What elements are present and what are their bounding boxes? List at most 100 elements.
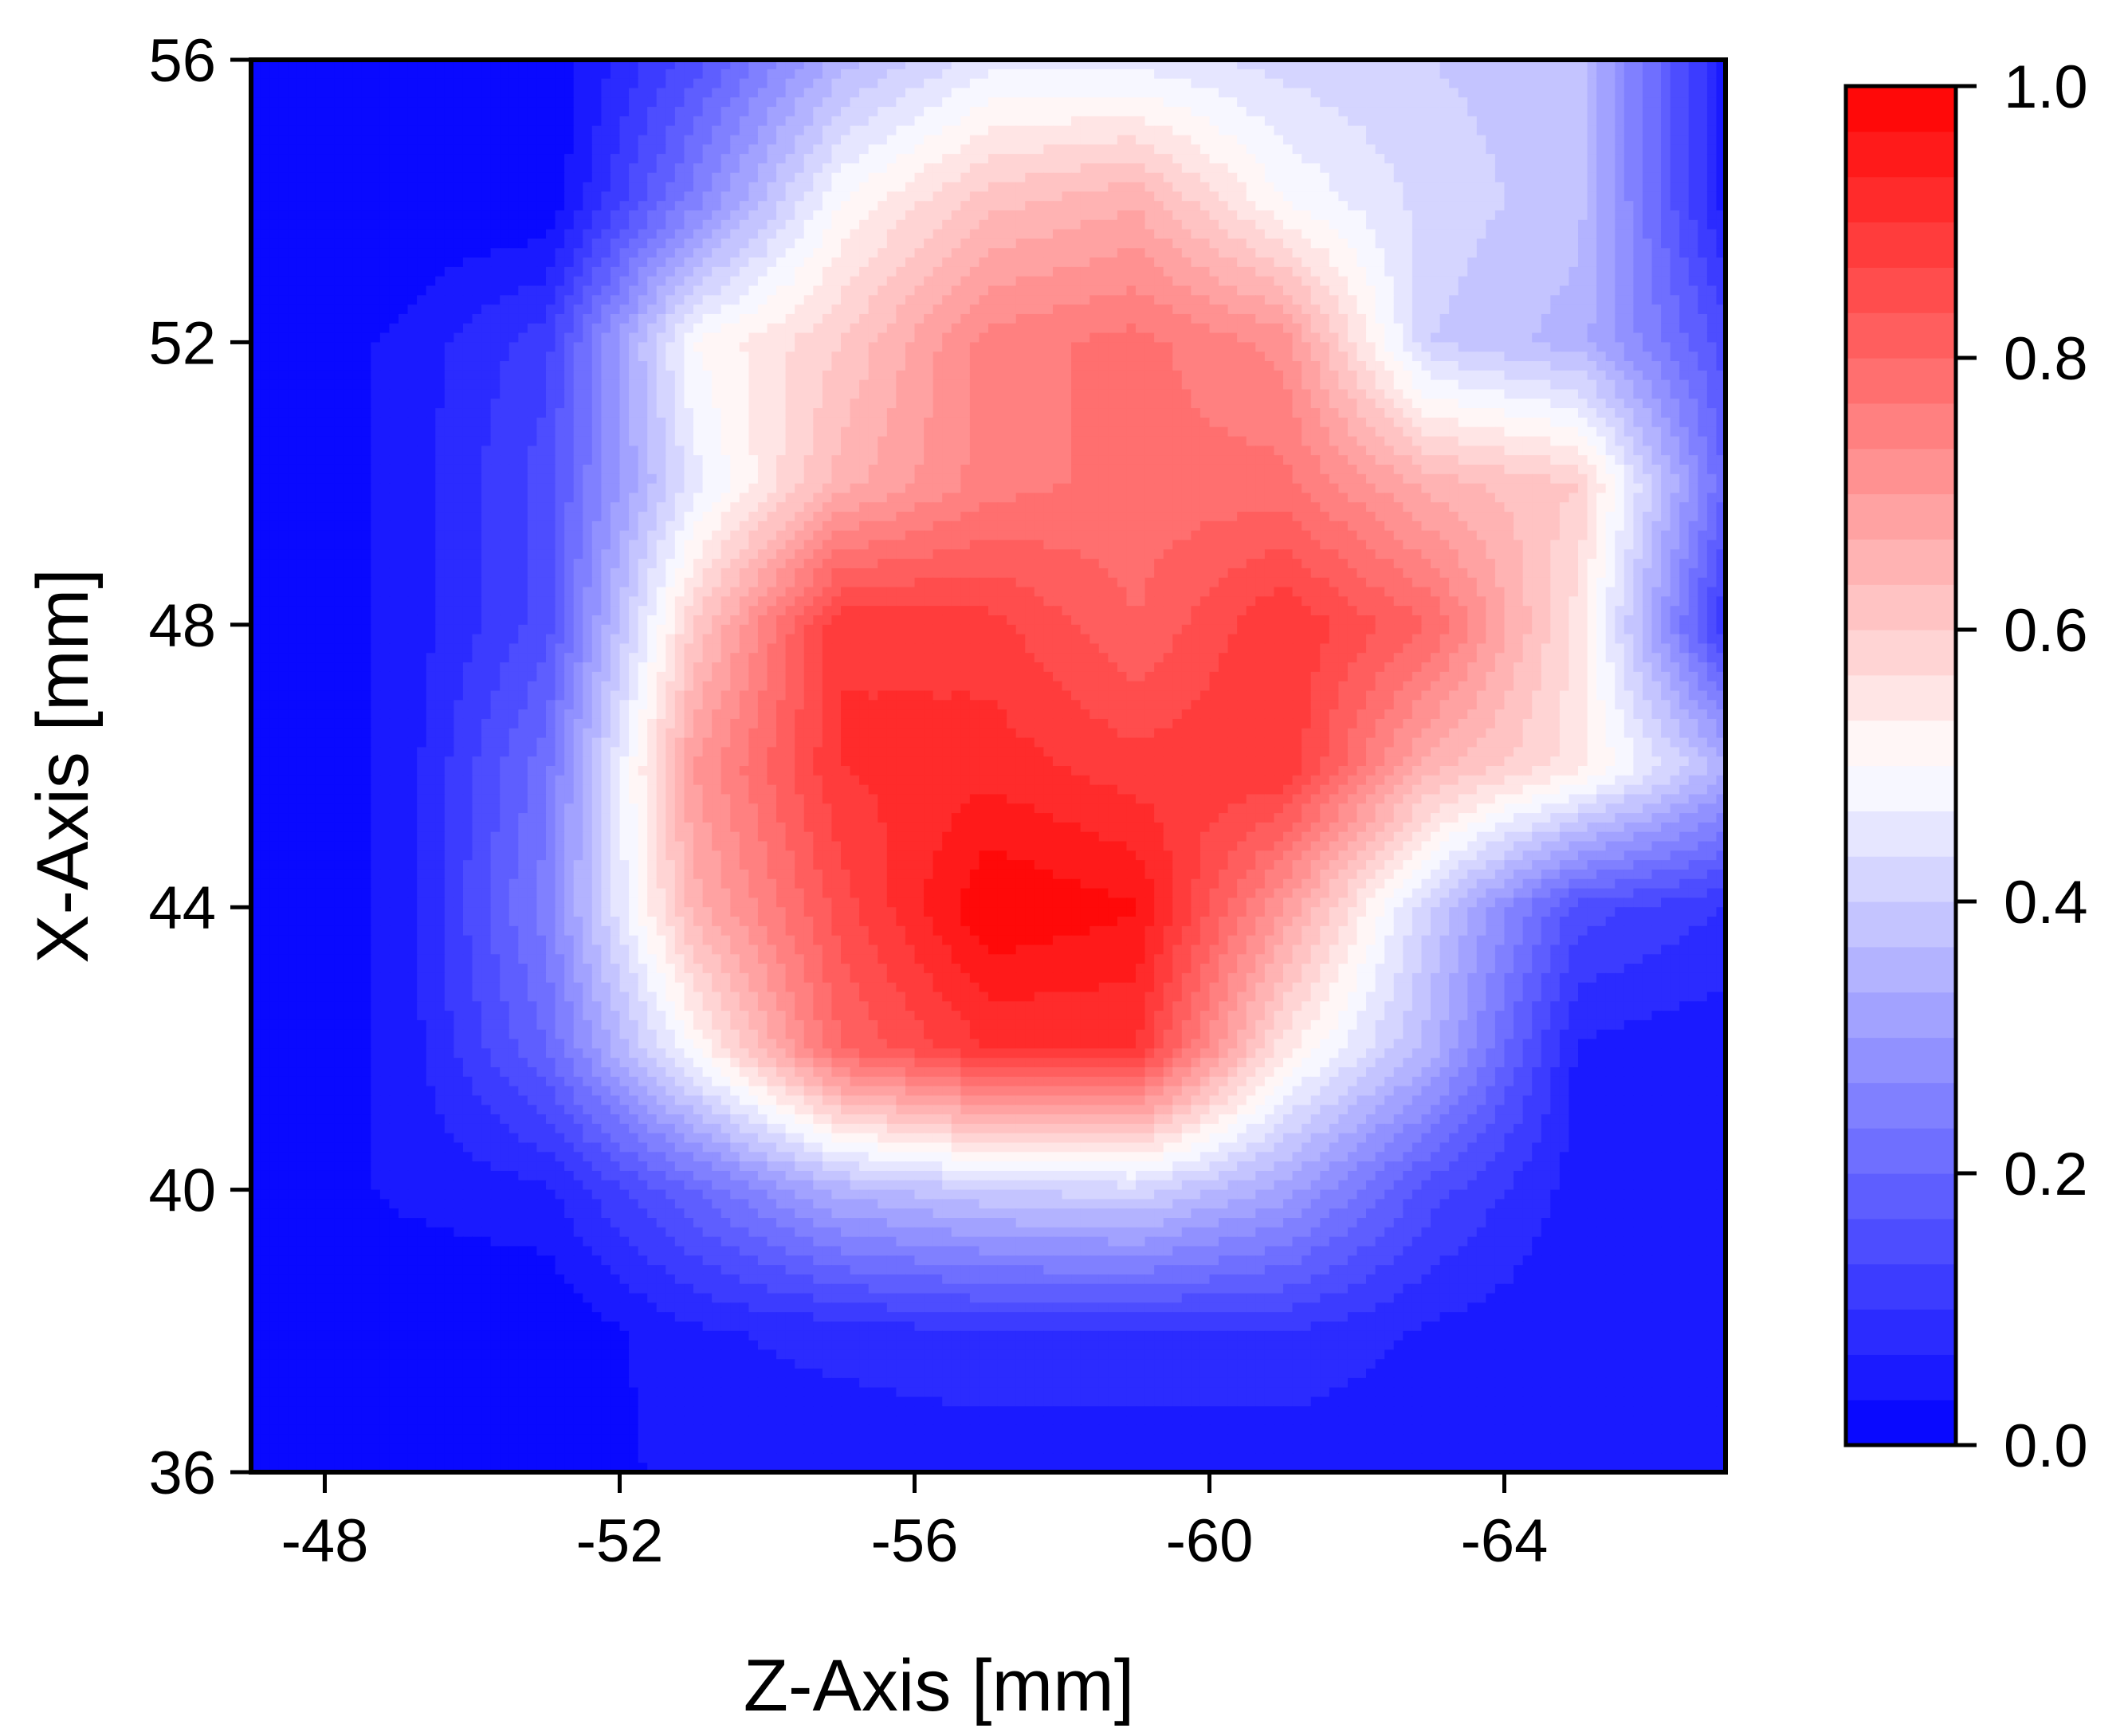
- contour-cell: [1338, 125, 1349, 136]
- contour-cell: [850, 285, 860, 296]
- contour-cell: [260, 172, 270, 183]
- contour-cell: [1034, 116, 1044, 127]
- contour-cell: [942, 172, 952, 183]
- contour-cell: [1449, 97, 1459, 108]
- contour-cell: [1163, 172, 1173, 183]
- contour-cell: [371, 323, 381, 334]
- contour-cell: [886, 60, 897, 70]
- contour-cell: [555, 135, 565, 145]
- contour-cell: [601, 304, 611, 315]
- contour-cell: [1541, 304, 1551, 315]
- contour-cell: [269, 323, 280, 334]
- contour-cell: [315, 135, 326, 145]
- contour-cell: [730, 107, 740, 117]
- contour-cell: [1716, 154, 1726, 164]
- contour-cell: [841, 144, 851, 155]
- contour-cell: [1651, 238, 1662, 249]
- contour-cell: [260, 154, 270, 164]
- contour-cell: [417, 210, 427, 221]
- contour-cell: [1633, 107, 1643, 117]
- contour-cell: [1522, 342, 1533, 352]
- contour-cell: [518, 116, 528, 127]
- contour-cell: [555, 107, 565, 117]
- contour-cell: [1486, 219, 1496, 230]
- contour-cell: [969, 304, 980, 315]
- contour-cell: [1514, 342, 1524, 352]
- contour-cell: [1227, 125, 1238, 136]
- contour-cell: [822, 285, 833, 296]
- contour-cell: [583, 295, 593, 305]
- contour-cell: [1421, 266, 1431, 277]
- contour-cell: [1532, 295, 1542, 305]
- contour-cell: [251, 238, 261, 249]
- contour-cell: [831, 295, 842, 305]
- contour-cell: [1578, 182, 1588, 192]
- contour-cell: [389, 210, 399, 221]
- contour-cell: [490, 78, 501, 89]
- contour-cell: [481, 276, 492, 287]
- contour-cell: [1219, 135, 1229, 145]
- contour-cell: [1476, 219, 1486, 230]
- contour-cell: [841, 229, 851, 240]
- contour-cell: [803, 97, 814, 108]
- contour-cell: [573, 210, 583, 221]
- contour-cell: [720, 342, 731, 352]
- contour-cell: [1025, 107, 1035, 117]
- contour-cell: [1550, 107, 1561, 117]
- contour-cell: [1403, 88, 1413, 98]
- contour-cell: [481, 266, 492, 277]
- contour-cell: [1439, 125, 1450, 136]
- contour-cell: [767, 107, 777, 117]
- contour-cell: [1144, 88, 1155, 98]
- contour-cell: [343, 229, 353, 240]
- contour-cell: [371, 342, 381, 352]
- contour-cell: [1062, 97, 1072, 108]
- contour-cell: [1237, 285, 1247, 296]
- contour-cell: [251, 332, 261, 343]
- contour-cell: [1605, 257, 1616, 268]
- contour-cell: [1514, 295, 1524, 305]
- contour-cell: [1264, 248, 1275, 258]
- contour-cell: [1154, 285, 1164, 296]
- contour-cell: [1651, 163, 1662, 174]
- contour-cell: [1163, 210, 1173, 221]
- contour-cell: [1255, 125, 1266, 136]
- contour-cell: [757, 323, 768, 334]
- contour-cell: [1246, 276, 1256, 287]
- contour-cell: [490, 88, 501, 98]
- contour-cell: [472, 182, 482, 192]
- contour-cell: [1587, 135, 1597, 145]
- contour-cell: [435, 97, 446, 108]
- contour-cell: [536, 163, 547, 174]
- contour-cell: [1246, 69, 1256, 80]
- contour-cell: [1486, 342, 1496, 352]
- contour-cell: [767, 304, 777, 315]
- contour-cell: [1522, 191, 1533, 202]
- contour-cell: [251, 182, 261, 192]
- contour-cell: [527, 313, 538, 324]
- contour-cell: [1199, 78, 1211, 89]
- contour-cell: [1015, 257, 1026, 268]
- contour-cell: [647, 135, 658, 145]
- contour-cell: [720, 238, 731, 249]
- contour-cell: [1375, 342, 1385, 352]
- contour-cell: [767, 285, 777, 296]
- contour-cell: [813, 276, 823, 287]
- contour-cell: [822, 257, 833, 268]
- contour-cell: [1596, 219, 1607, 230]
- contour-cell: [444, 69, 454, 80]
- contour-cell: [859, 69, 870, 80]
- contour-cell: [850, 97, 860, 108]
- contour-cell: [453, 154, 464, 164]
- contour-cell: [1080, 116, 1090, 127]
- contour-cell: [1108, 238, 1118, 249]
- contour-cell: [1052, 125, 1063, 136]
- contour-cell: [1375, 163, 1385, 174]
- contour-cell: [1661, 78, 1671, 89]
- contour-cell: [702, 60, 713, 70]
- contour-cell: [1264, 313, 1275, 324]
- contour-cell: [1274, 219, 1284, 230]
- contour-cell: [1633, 257, 1643, 268]
- contour-cell: [988, 88, 999, 98]
- contour-cell: [720, 172, 731, 183]
